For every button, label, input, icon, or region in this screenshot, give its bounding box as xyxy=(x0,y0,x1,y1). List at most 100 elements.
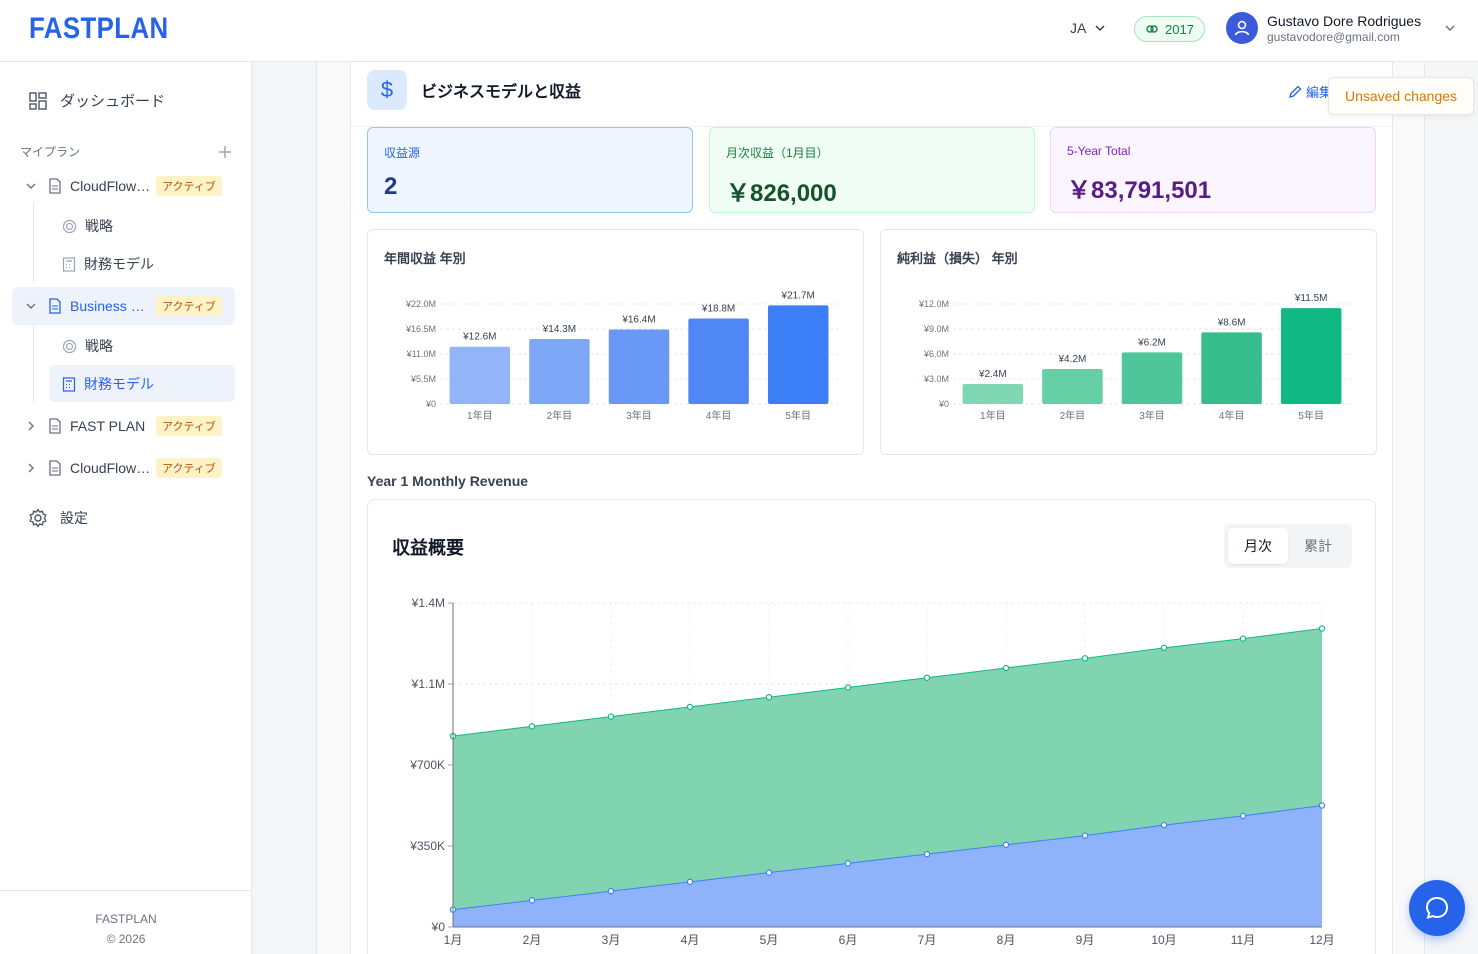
plan-name: Business … xyxy=(70,298,145,314)
main-content: $ ビジネスモデルと収益 編集 収益源 2 月次収益（1月目） ￥826,000… xyxy=(318,62,1424,954)
sidebar-plan-2[interactable]: Business … アクティブ xyxy=(24,296,234,316)
sidebar-item-strategy[interactable]: 戦略 xyxy=(62,336,113,356)
sidebar: ダッシュボード マイプラン CloudFlow… アクティブ 戦略 財務モデル … xyxy=(0,62,252,954)
kpi-monthly-revenue: 月次収益（1月目） ￥826,000 xyxy=(709,127,1035,213)
bar xyxy=(1280,308,1342,404)
toggle-monthly[interactable]: 月次 xyxy=(1228,528,1288,564)
active-subitem-highlight xyxy=(49,365,235,402)
data-point xyxy=(844,684,852,691)
section-label: マイプラン xyxy=(20,145,81,159)
sidebar-item-strategy[interactable]: 戦略 xyxy=(62,216,113,236)
sidebar-plan-3[interactable]: FAST PLAN アクティブ xyxy=(24,416,234,436)
data-point xyxy=(528,723,536,730)
data-point xyxy=(1239,812,1247,820)
kpi-label: 月次収益（1月目） xyxy=(726,146,829,160)
sidebar-item-financial-model[interactable]: 財務モデル xyxy=(62,254,154,274)
document-icon xyxy=(49,298,61,314)
sidebar-item-label: 財務モデル xyxy=(84,376,154,392)
add-plan-icon[interactable] xyxy=(218,145,232,159)
bar xyxy=(962,384,1024,404)
chart-title: 年間収益 年別 xyxy=(384,251,466,266)
avatar xyxy=(1226,12,1258,44)
language-selector[interactable]: JA xyxy=(1070,20,1106,36)
x-tick-label: 5月 xyxy=(760,933,779,947)
tree-line xyxy=(33,202,34,282)
y-tick-label: ¥22.0M xyxy=(405,299,436,309)
kpi-value: 2 xyxy=(384,173,398,200)
dollar-icon: $ xyxy=(367,70,407,110)
x-tick-label: 5年目 xyxy=(785,409,811,422)
bar xyxy=(688,318,749,404)
series-line-top xyxy=(452,627,1323,737)
pencil-icon xyxy=(1289,85,1302,98)
net-profit-chart: ¥0 ¥3.0M ¥6.0M ¥9.0M ¥12.0M ¥2.4M 1年目 ¥4.2M 2年目 ¥… xyxy=(918,293,1351,422)
x-tick-label: 5年目 xyxy=(1298,409,1324,422)
year-badge-label: 2017 xyxy=(1165,21,1194,37)
bar xyxy=(608,329,670,404)
year-badge[interactable]: 2017 xyxy=(1134,16,1205,42)
chevron-down-icon xyxy=(26,303,36,309)
unsaved-changes-badge: Unsaved changes xyxy=(1328,77,1474,115)
y-tick-label: ¥700K xyxy=(409,758,445,772)
x-tick-label: 9月 xyxy=(1076,933,1095,947)
data-point xyxy=(923,850,931,858)
x-tick-label: 11月 xyxy=(1231,933,1255,947)
sidebar-item-settings[interactable]: 設定 xyxy=(28,508,88,528)
sidebar-item-dashboard[interactable]: ダッシュボード xyxy=(28,90,165,111)
y-tick-label: ¥3.0M xyxy=(923,374,949,384)
x-tick-label: 6月 xyxy=(839,933,858,947)
data-point xyxy=(1002,664,1010,672)
y-tick-label: ¥0 xyxy=(425,399,436,409)
dashboard-icon xyxy=(29,91,47,110)
y-tick-label: ¥6.0M xyxy=(923,349,949,359)
app-logo[interactable]: FASTPLAN xyxy=(29,12,169,45)
link-icon xyxy=(1146,25,1158,33)
footer-brand: FASTPLAN xyxy=(95,912,157,926)
x-tick-label: 2月 xyxy=(523,933,542,947)
view-toggle: 月次 累計 xyxy=(1224,524,1352,568)
x-tick-label: 3月 xyxy=(602,933,621,947)
chevron-right-icon xyxy=(28,463,34,473)
y-tick-label: ¥9.0M xyxy=(923,324,949,334)
edit-button[interactable]: 編集 xyxy=(1288,82,1332,101)
x-tick-label: 4年目 xyxy=(706,409,732,422)
y-tick-label: ¥11.0M xyxy=(406,349,436,359)
content-gutter xyxy=(253,62,317,954)
series-line-bottom xyxy=(452,805,1323,911)
sidebar-item-financial-model-active[interactable]: 財務モデル xyxy=(62,374,154,394)
status-badge: アクティブ xyxy=(156,458,222,478)
y-tick-label: ¥12.0M xyxy=(918,299,949,309)
right-gutter xyxy=(1424,62,1478,954)
data-point xyxy=(686,703,694,711)
area-series-top xyxy=(453,628,1322,910)
language-label: JA xyxy=(1070,20,1087,36)
bar xyxy=(449,346,511,404)
status-badge: アクティブ xyxy=(156,176,222,196)
sidebar-plan-1[interactable]: CloudFlow… アクティブ xyxy=(24,176,234,196)
tree-line xyxy=(33,324,34,402)
sidebar-plan-4[interactable]: CloudFlow… アクティブ xyxy=(24,458,234,478)
monthly-revenue-area-chart: ¥0 ¥350K ¥700K ¥1.1M ¥1.4M 1月 2月 3月 4月 5月 6月 7月 8月 9月… xyxy=(409,596,1334,947)
chart-title: 収益概要 xyxy=(392,538,464,558)
data-point xyxy=(607,713,615,720)
sidebar-footer: FASTPLAN © 2026 xyxy=(0,890,252,954)
data-point xyxy=(844,860,852,867)
plan-name: CloudFlow… xyxy=(70,178,151,194)
chat-button[interactable] xyxy=(1409,880,1465,936)
user-menu[interactable]: Gustavo Dore Rodrigues gustavodore@gmail… xyxy=(1226,12,1456,44)
data-point xyxy=(1318,802,1326,809)
bar xyxy=(1201,332,1262,404)
data-label: ¥8.6M xyxy=(1217,317,1246,328)
y-tick-label: ¥5.5M xyxy=(410,374,436,384)
annual-revenue-chart: ¥0 ¥5.5M ¥11.0M ¥16.5M ¥22.0M ¥12.6M 1年目 ¥14.3M… xyxy=(405,290,838,422)
user-name: Gustavo Dore Rodrigues xyxy=(1267,12,1422,29)
x-tick-label: 1年目 xyxy=(467,409,493,422)
chevron-down-icon xyxy=(1445,25,1455,32)
data-label: ¥2.4M xyxy=(978,369,1007,380)
data-point xyxy=(765,869,773,876)
data-label: ¥4.2M xyxy=(1058,354,1087,365)
bar xyxy=(1121,352,1183,404)
toggle-cumulative[interactable]: 累計 xyxy=(1304,538,1332,554)
y-tick-label: ¥1.1M xyxy=(411,677,445,691)
